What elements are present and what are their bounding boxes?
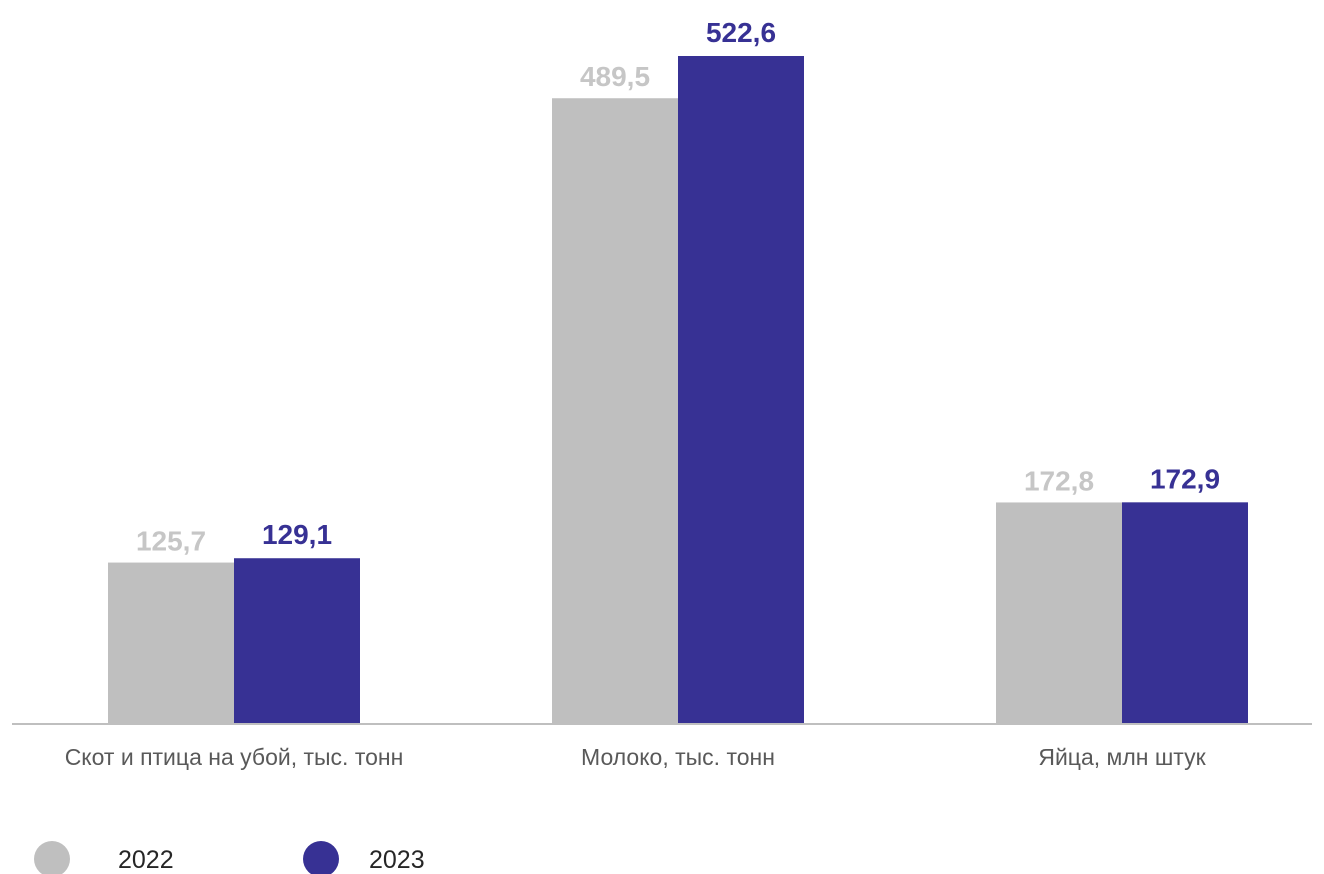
legend-marker-2023 [303,841,339,874]
bar-2022-3 [996,502,1122,723]
category-label-3: Яйца, млн штук [1038,744,1206,770]
value-label-2022-1: 125,7 [136,526,206,557]
bar-2022-2 [552,98,678,723]
bars-layer [108,56,1248,723]
legend-label-2022: 2022 [118,846,174,874]
value-label-2022-2: 489,5 [580,61,650,92]
value-label-2023-2: 522,6 [706,17,776,48]
legend: 2022 2023 [34,841,425,874]
bar-2023-2 [678,56,804,723]
legend-label-2023: 2023 [369,846,425,874]
category-label-1: Скот и птица на убой, тыс. тонн [65,744,404,770]
bar-2023-1 [234,558,360,723]
value-label-2023-3: 172,9 [1150,463,1220,494]
category-label-2: Молоко, тыс. тонн [581,744,775,770]
value-label-2022-3: 172,8 [1024,465,1094,496]
category-labels-layer: Скот и птица на убой, тыс. тонн Молоко, т… [65,744,1207,770]
bar-2023-3 [1122,502,1248,723]
value-label-2023-1: 129,1 [262,519,332,550]
legend-marker-2022 [34,841,70,874]
bar-2022-1 [108,562,234,723]
value-labels-layer: 125,7 129,1 489,5 522,6 172,8 172,9 [136,17,1220,557]
